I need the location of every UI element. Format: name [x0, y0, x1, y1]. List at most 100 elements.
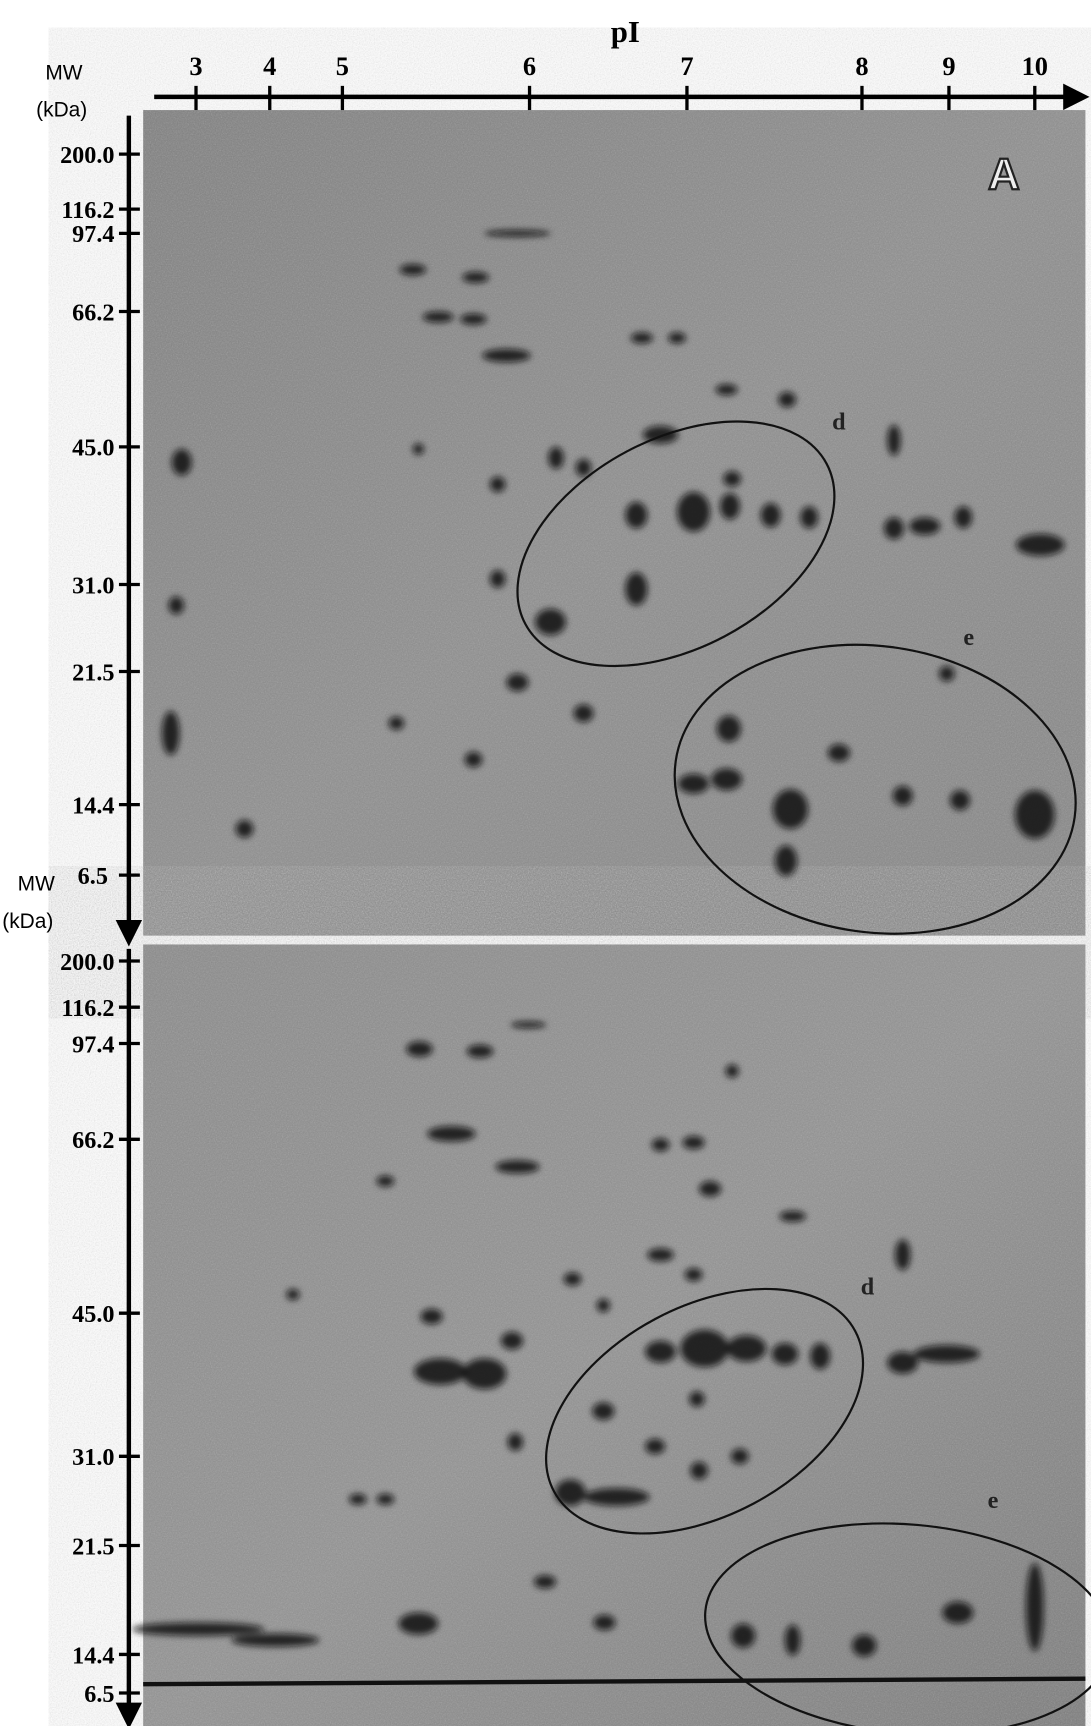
- spot: [489, 476, 506, 493]
- tick-label: 5: [336, 51, 349, 81]
- spot: [716, 715, 741, 742]
- spot: [647, 1248, 674, 1262]
- tick-label: 116.2: [61, 995, 114, 1022]
- spot: [398, 1612, 439, 1635]
- spot: [852, 1634, 877, 1657]
- spot: [161, 711, 180, 756]
- spot: [464, 751, 483, 768]
- spot: [596, 1298, 610, 1313]
- spot: [422, 311, 454, 323]
- spot: [573, 704, 594, 723]
- spot: [548, 446, 564, 469]
- spot: [575, 459, 592, 477]
- spot: [913, 1345, 980, 1363]
- spot: [533, 1575, 556, 1589]
- spot: [413, 1358, 467, 1385]
- spot: [699, 1181, 722, 1197]
- spot: [784, 1624, 801, 1656]
- spot: [376, 1175, 395, 1187]
- spot: [690, 1461, 708, 1480]
- spot: [779, 1210, 806, 1222]
- tick-label: 31.0: [72, 1444, 114, 1471]
- region-label: e: [963, 624, 974, 651]
- tick-label: 116.2: [61, 197, 114, 224]
- spot: [678, 773, 709, 794]
- spot: [725, 1064, 739, 1078]
- spot: [535, 608, 566, 636]
- spot: [711, 768, 742, 791]
- spot: [427, 1126, 476, 1142]
- spot: [887, 1351, 919, 1374]
- spot: [730, 1448, 749, 1465]
- spot: [349, 1493, 367, 1505]
- spot: [730, 1623, 756, 1648]
- spot: [645, 1438, 665, 1455]
- spot: [286, 1288, 300, 1301]
- spot: [563, 1272, 582, 1286]
- spot: [506, 673, 529, 692]
- spot: [887, 424, 901, 456]
- spot: [1025, 1563, 1044, 1652]
- spot: [772, 789, 809, 829]
- tick-label: 10: [1022, 51, 1048, 81]
- spot: [715, 384, 738, 396]
- spot: [482, 348, 531, 363]
- spot: [510, 1021, 547, 1029]
- spot: [168, 596, 184, 615]
- tick-label: 8: [855, 51, 868, 81]
- tick-label: 97.4: [72, 221, 114, 248]
- axis-label: MW: [18, 873, 55, 896]
- region-outline: [704, 1522, 1091, 1726]
- spot: [954, 506, 973, 529]
- spot: [592, 1402, 615, 1420]
- region-outline: [516, 420, 836, 668]
- spot: [723, 471, 741, 487]
- spot: [462, 1358, 507, 1390]
- tick-label: 45.0: [72, 435, 114, 462]
- spot: [684, 1268, 703, 1282]
- spot: [484, 230, 551, 237]
- tick-label: 6.5: [78, 863, 108, 890]
- region-outline: [673, 643, 1077, 935]
- spot: [420, 1308, 443, 1325]
- tick-label: 66.2: [72, 1127, 114, 1154]
- spot: [630, 332, 653, 344]
- spot: [412, 443, 424, 455]
- tick-label: 7: [680, 51, 693, 81]
- spot: [771, 1342, 799, 1365]
- spot: [625, 572, 648, 606]
- spot: [554, 1479, 586, 1506]
- tick-label: 9: [942, 51, 955, 81]
- panel-label: A: [988, 150, 1020, 199]
- spot: [668, 332, 686, 344]
- axis-unit: (kDa): [36, 99, 87, 122]
- spot: [460, 313, 487, 325]
- axis-unit: (kDa): [2, 910, 53, 933]
- tick-label: 66.2: [72, 299, 114, 326]
- spot: [507, 1433, 523, 1451]
- spot: [827, 744, 850, 762]
- tick-label: 4: [263, 51, 276, 81]
- spot: [677, 492, 711, 532]
- spot: [939, 665, 955, 682]
- spot: [1016, 533, 1065, 556]
- spot: [942, 1601, 974, 1624]
- spot: [719, 493, 740, 520]
- tick-label: 45.0: [72, 1301, 114, 1328]
- spot: [645, 1340, 676, 1363]
- spot: [800, 506, 818, 529]
- tick-label: 6.5: [84, 1681, 114, 1708]
- spot: [500, 1331, 523, 1350]
- protein-spots: [132, 230, 1065, 1657]
- spot: [489, 570, 506, 588]
- spot: [810, 1342, 831, 1370]
- spot: [680, 1329, 729, 1368]
- spot: [883, 517, 904, 540]
- spot: [894, 1239, 911, 1271]
- axis-title: pI: [611, 15, 640, 49]
- spot: [132, 1622, 265, 1636]
- tick-label: 200.0: [60, 142, 114, 169]
- gel-panel: [143, 110, 1086, 936]
- spot: [682, 1135, 705, 1150]
